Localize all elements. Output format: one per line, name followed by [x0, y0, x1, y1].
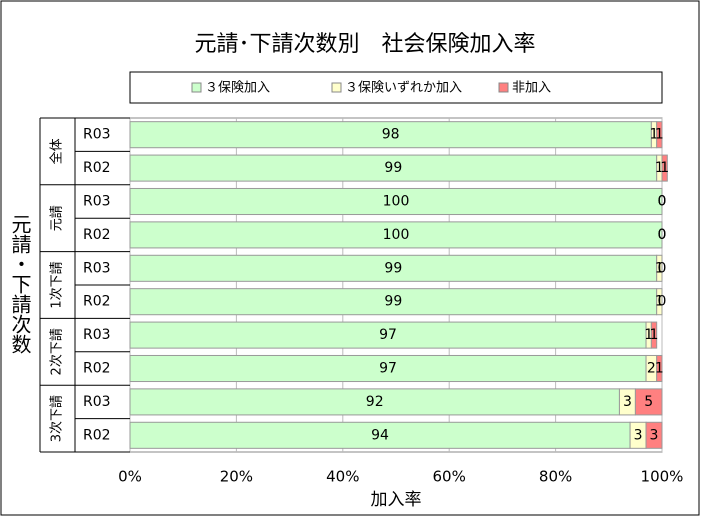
y-axis-title: 元請・下請次数 — [8, 214, 32, 354]
bar-segment — [129, 321, 647, 349]
data-label: 1 — [660, 160, 669, 176]
legend-swatch — [498, 82, 509, 93]
bar-segment — [129, 288, 658, 316]
data-label: 94 — [371, 427, 389, 443]
data-label: 1 — [655, 160, 664, 176]
data-label: 1 — [655, 361, 664, 377]
bar-segment — [129, 154, 658, 182]
data-label: 5 — [644, 394, 653, 410]
data-label: 1 — [655, 260, 664, 276]
bar-segment — [645, 421, 663, 449]
y-tick-label: R02 — [83, 427, 111, 443]
data-label: 0 — [658, 294, 667, 310]
x-tick-label: 0% — [118, 468, 142, 486]
bar-segment — [656, 254, 663, 282]
data-label: 0 — [658, 227, 667, 243]
x-tick-label: 80% — [539, 468, 572, 486]
data-label: 1 — [655, 294, 664, 310]
bar-segment — [656, 288, 663, 316]
bar-segment — [656, 354, 663, 383]
data-label: 97 — [379, 327, 397, 343]
group-label: 1次下請 — [49, 261, 65, 308]
legend-swatch — [331, 82, 342, 93]
bar-segment — [129, 187, 663, 216]
bar-segment — [129, 221, 663, 249]
group-label: 元請 — [50, 205, 65, 231]
data-label: 3 — [650, 427, 659, 443]
data-label: 100 — [383, 194, 410, 210]
data-label: 0 — [658, 194, 667, 210]
data-label: 0 — [658, 260, 667, 276]
bar-segment — [650, 321, 658, 349]
bar-segment — [661, 154, 668, 182]
data-label: 100 — [383, 227, 410, 243]
y-tick-label: R03 — [83, 394, 111, 410]
y-tick-label: R02 — [83, 227, 111, 243]
bar-segment — [634, 388, 663, 416]
data-label: 1 — [650, 127, 659, 143]
x-tick-label: 20% — [220, 468, 253, 486]
group-label: 3次下請 — [49, 395, 65, 442]
data-label: 92 — [366, 394, 384, 410]
data-label: 1 — [644, 327, 653, 343]
legend-label: ３保険いずれか加入 — [345, 81, 462, 96]
chart-title: 元請･下請次数別 社会保険加入率 — [194, 32, 535, 57]
bar-segment — [129, 421, 631, 449]
legend-label: 非加入 — [512, 81, 551, 96]
data-label: 99 — [384, 160, 402, 176]
data-label: 0 — [658, 194, 667, 210]
y-tick-label: R02 — [83, 160, 111, 176]
data-label: 3 — [623, 394, 632, 410]
bar-segment — [129, 121, 652, 149]
legend-swatch — [191, 82, 202, 93]
legend-label: ３保険加入 — [205, 81, 270, 96]
y-tick-label: R02 — [83, 361, 111, 377]
group-label: 全体 — [49, 138, 65, 164]
x-tick-label: 60% — [433, 468, 466, 486]
y-tick-label: R03 — [83, 127, 111, 143]
y-tick-label: R03 — [83, 327, 111, 343]
data-label: 1 — [650, 327, 659, 343]
data-label: 3 — [634, 427, 643, 443]
bar-segment — [129, 388, 620, 416]
bar-segment — [129, 254, 658, 282]
data-label: 1 — [655, 127, 664, 143]
data-label: 97 — [379, 361, 397, 377]
data-label: 2 — [647, 361, 656, 377]
x-axis-title: 加入率 — [371, 490, 422, 510]
data-label: 99 — [384, 294, 402, 310]
y-tick-label: R03 — [83, 260, 111, 276]
x-tick-label: 40% — [326, 468, 359, 486]
bar-segment — [129, 354, 647, 383]
y-tick-label: R02 — [83, 294, 111, 310]
y-tick-label: R03 — [83, 194, 111, 210]
legend-box — [129, 71, 663, 104]
x-tick-label: 100% — [641, 468, 684, 486]
data-label: 98 — [382, 127, 400, 143]
group-label: 2次下請 — [49, 328, 65, 375]
bar-segment — [656, 121, 663, 149]
data-label: 99 — [384, 260, 402, 276]
data-label: 0 — [658, 227, 667, 243]
